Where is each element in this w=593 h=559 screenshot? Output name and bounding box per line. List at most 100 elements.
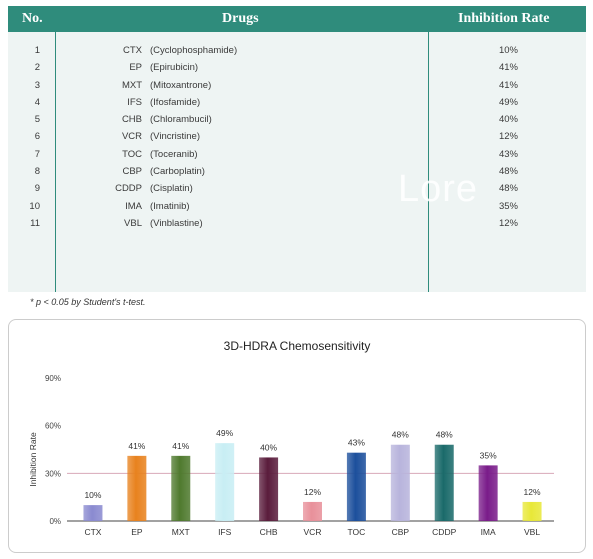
- inhibition-rate: 48%: [498, 166, 518, 178]
- table-header: No. Drugs Inhibition Rate: [8, 6, 586, 32]
- bar-ifs: [215, 443, 235, 521]
- table-row: 5 CHB (Chlorambucil) 40%: [8, 111, 586, 128]
- watermark: Lore: [398, 168, 479, 210]
- bar-value-label: 12%: [304, 487, 321, 497]
- drug-name: (Vinblastine): [150, 217, 203, 229]
- drug-abbreviation: IFS: [127, 96, 142, 108]
- x-tick-label: TOC: [348, 527, 366, 537]
- drug-name: (Epirubicin): [150, 62, 199, 74]
- column-divider: [428, 32, 429, 292]
- y-tick-label: 90%: [45, 374, 61, 383]
- drug-name: (Vincristine): [150, 131, 200, 143]
- row-number: 10: [29, 200, 40, 212]
- inhibition-rate: 48%: [498, 183, 518, 195]
- bar-cddp: [434, 444, 454, 521]
- drug-name: (Cisplatin): [150, 183, 193, 195]
- drug-name: (Mitoxantrone): [150, 79, 212, 91]
- table-row: 6 VCR (Vincristine) 12%: [8, 128, 586, 145]
- drug-name: (Imatinib): [150, 200, 190, 212]
- x-tick-label: CHB: [260, 527, 278, 537]
- bar-value-label: 41%: [128, 441, 145, 451]
- table-row: 11 VBL (Vinblastine) 12%: [8, 215, 586, 232]
- table-row: 8 CBP (Carboplatin) 48%: [8, 163, 586, 180]
- row-number: 5: [34, 114, 40, 126]
- inhibition-rate: 12%: [498, 217, 518, 229]
- drug-abbreviation: CTX: [123, 45, 142, 56]
- inhibition-rate: 41%: [498, 79, 518, 91]
- table-row: 1 CTX (Cyclophosphamide) 10%: [8, 42, 586, 59]
- drug-abbreviation: TOC: [122, 148, 142, 160]
- chart-panel: 3D-HDRA Chemosensitivity Inhibition Rate 0…: [8, 319, 586, 553]
- x-tick-label: CDDP: [432, 527, 456, 537]
- bar-value-label: 12%: [524, 487, 541, 497]
- chart-title: 3D-HDRA Chemosensitivity: [224, 339, 371, 353]
- y-axis-label: Inhibition Rate: [28, 432, 38, 487]
- row-number: 6: [34, 131, 40, 143]
- x-tick-label: IMA: [481, 527, 496, 537]
- drug-abbreviation: CBP: [122, 166, 142, 178]
- y-tick-label: 30%: [45, 469, 61, 478]
- inhibition-rate: 40%: [498, 114, 518, 126]
- bar-value-label: 48%: [436, 430, 453, 440]
- drug-abbreviation: MXT: [121, 79, 142, 91]
- table-row: 9 CDDP (Cisplatin) 48%: [8, 180, 586, 197]
- x-tick-label: CBP: [392, 527, 410, 537]
- drug-table: No. Drugs Inhibition Rate 1 CTX (Cyclophos…: [8, 6, 586, 292]
- table-row: 3 MXT (Mitoxantrone) 41%: [8, 77, 586, 94]
- x-tick-label: IFS: [218, 527, 232, 537]
- x-tick-label: VCR: [304, 527, 322, 537]
- bar-ima: [478, 465, 498, 521]
- bar-vcr: [303, 501, 322, 521]
- table-row: 7 TOC (Toceranib) 43%: [8, 146, 586, 163]
- y-tick-label: 60%: [45, 422, 61, 431]
- row-number: 3: [34, 79, 40, 91]
- inhibition-rate: 43%: [498, 148, 518, 160]
- y-tick-label: 0%: [49, 517, 61, 526]
- header-rate: Inhibition Rate: [458, 11, 550, 26]
- row-number: 8: [34, 166, 40, 178]
- header-drugs: Drugs: [222, 11, 259, 26]
- table-row: 2 EP (Epirubicin) 41%: [8, 59, 586, 76]
- inhibition-rate: 35%: [498, 200, 518, 212]
- bar-value-label: 41%: [172, 441, 189, 451]
- drug-name: (Carboplatin): [150, 166, 205, 178]
- drug-abbreviation: CDDP: [115, 183, 142, 195]
- row-number: 1: [34, 45, 40, 56]
- bar-value-label: 43%: [348, 438, 365, 448]
- table-row: 10 IMA (Imatinib) 35%: [8, 198, 586, 215]
- bar-value-label: 10%: [84, 490, 101, 500]
- drug-abbreviation: VCR: [121, 131, 142, 143]
- bar-mxt: [171, 455, 191, 521]
- bar-value-label: 49%: [216, 428, 233, 438]
- row-number: 2: [34, 62, 40, 74]
- drug-name: (Ifosfamide): [150, 96, 201, 108]
- x-tick-label: EP: [131, 527, 143, 537]
- x-tick-label: CTX: [84, 527, 101, 537]
- bar-value-label: 35%: [480, 450, 497, 460]
- x-tick-label: VBL: [524, 527, 540, 537]
- bar-chart: 3D-HDRA Chemosensitivity Inhibition Rate 0…: [28, 339, 554, 537]
- drug-abbreviation: VBL: [124, 217, 142, 229]
- inhibition-rate: 12%: [498, 131, 518, 143]
- table-body: 1 CTX (Cyclophosphamide) 10% 2 EP (Epirubicin)…: [8, 42, 586, 232]
- drug-abbreviation: EP: [129, 62, 142, 74]
- bar-value-label: 48%: [392, 430, 409, 440]
- drug-abbreviation: IMA: [125, 200, 142, 212]
- x-tick-label: MXT: [172, 527, 190, 537]
- column-divider: [55, 32, 56, 292]
- bar-toc: [346, 452, 366, 521]
- inhibition-rate: 49%: [498, 96, 518, 108]
- drug-name: (Cyclophosphamide): [150, 45, 238, 56]
- row-number: 4: [34, 96, 40, 108]
- header-no: No.: [22, 11, 43, 26]
- row-number: 9: [34, 183, 40, 195]
- drug-name: (Chlorambucil): [150, 114, 212, 126]
- bar-ctx: [83, 505, 103, 521]
- drug-name: (Toceranib): [150, 148, 198, 160]
- bar-value-label: 40%: [260, 442, 277, 452]
- bar-vbl: [522, 501, 542, 521]
- row-number: 7: [34, 148, 40, 160]
- row-number: 11: [30, 217, 40, 229]
- bar-chb: [259, 457, 279, 521]
- inhibition-rate: 10%: [498, 45, 518, 56]
